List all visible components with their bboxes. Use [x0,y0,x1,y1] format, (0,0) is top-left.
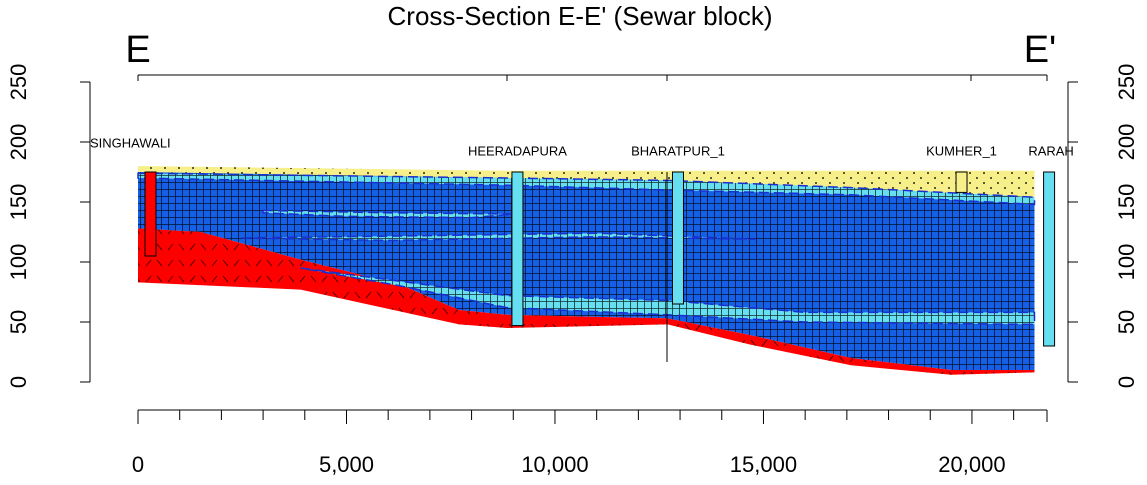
x-tick-label: 5,000 [319,452,374,477]
well [956,172,967,192]
well [1044,172,1055,346]
x-tick-label: 15,000 [730,452,797,477]
well [512,172,523,326]
chart: Cross-Section E-E' (Sewar block) E E' SI… [0,0,1147,485]
y-tick-label: 100 [6,244,31,281]
well-label: SINGHAWALI [90,135,171,150]
y-tick-label: 200 [6,124,31,161]
y-tick-label: 200 [1114,124,1139,161]
well-label: RARAH [1028,143,1074,158]
x-tick-label: 20,000 [938,452,1005,477]
y-tick-label: 250 [1114,64,1139,101]
section-end: E' [1024,29,1057,71]
y-tick-label: 100 [1114,244,1139,281]
y-tick-label: 150 [6,184,31,221]
y-tick-label: 0 [6,376,31,388]
x-tick-label: 10,000 [521,452,588,477]
well [145,172,156,256]
section-start: E [125,29,150,71]
chart-title: Cross-Section E-E' (Sewar block) [388,1,773,31]
well-label: BHARATPUR_1 [631,143,725,158]
y-tick-label: 150 [1114,184,1139,221]
well-label: KUMHER_1 [926,143,997,158]
plot-area: SINGHAWALI HEERADAPURA BHARATPUR_1 KUMHER_1… [90,135,1074,374]
y-tick-label: 250 [6,64,31,101]
well [672,172,683,304]
y-tick-label: 50 [6,310,31,334]
y-tick-label: 50 [1114,310,1139,334]
well-label: HEERADAPURA [468,143,567,158]
y-tick-label: 0 [1114,376,1139,388]
x-tick-label: 0 [132,452,144,477]
